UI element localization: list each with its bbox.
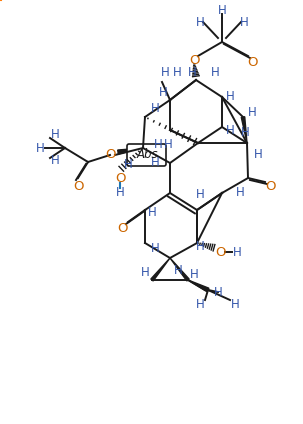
Text: Abs: Abs [136,148,158,162]
Text: H: H [211,65,219,78]
Text: H: H [151,156,159,170]
Text: O: O [73,179,83,192]
Polygon shape [151,258,170,281]
Text: H: H [190,268,198,282]
Text: H: H [116,187,124,200]
Text: H: H [51,153,59,167]
Text: H: H [36,142,44,154]
Text: H: H [51,128,59,142]
Text: H: H [196,240,205,254]
Text: H: H [240,16,248,28]
Text: H: H [174,263,182,276]
Text: H: H [241,126,249,139]
Text: H: H [226,90,235,103]
FancyBboxPatch shape [127,144,166,166]
Polygon shape [241,117,247,143]
Text: O: O [106,148,116,162]
Text: H: H [188,65,196,78]
Text: H: H [226,123,235,137]
Text: H: H [218,3,226,17]
Text: H: H [141,267,149,279]
Text: H: H [196,16,205,28]
Text: H: H [151,242,159,254]
Text: H: H [196,298,205,312]
Polygon shape [118,148,143,154]
Text: O: O [118,221,128,234]
Text: O: O [115,171,125,184]
Text: H: H [196,189,205,201]
Text: H: H [254,148,262,162]
Text: H: H [148,206,156,218]
Text: O: O [189,53,199,67]
Text: H: H [164,139,172,151]
Text: H: H [151,101,159,114]
Text: H: H [154,139,162,151]
Text: H: H [236,186,245,198]
Polygon shape [188,280,209,292]
Text: H: H [159,86,167,100]
Text: H: H [248,106,256,118]
Text: H: H [161,67,169,80]
Text: H: H [173,67,181,80]
Text: H: H [124,159,132,171]
Text: O: O [265,179,275,192]
Text: O: O [215,245,225,259]
Text: O: O [247,56,257,69]
Text: H: H [231,298,239,312]
Text: H: H [214,285,222,298]
Text: H: H [233,245,241,259]
Polygon shape [170,258,189,281]
